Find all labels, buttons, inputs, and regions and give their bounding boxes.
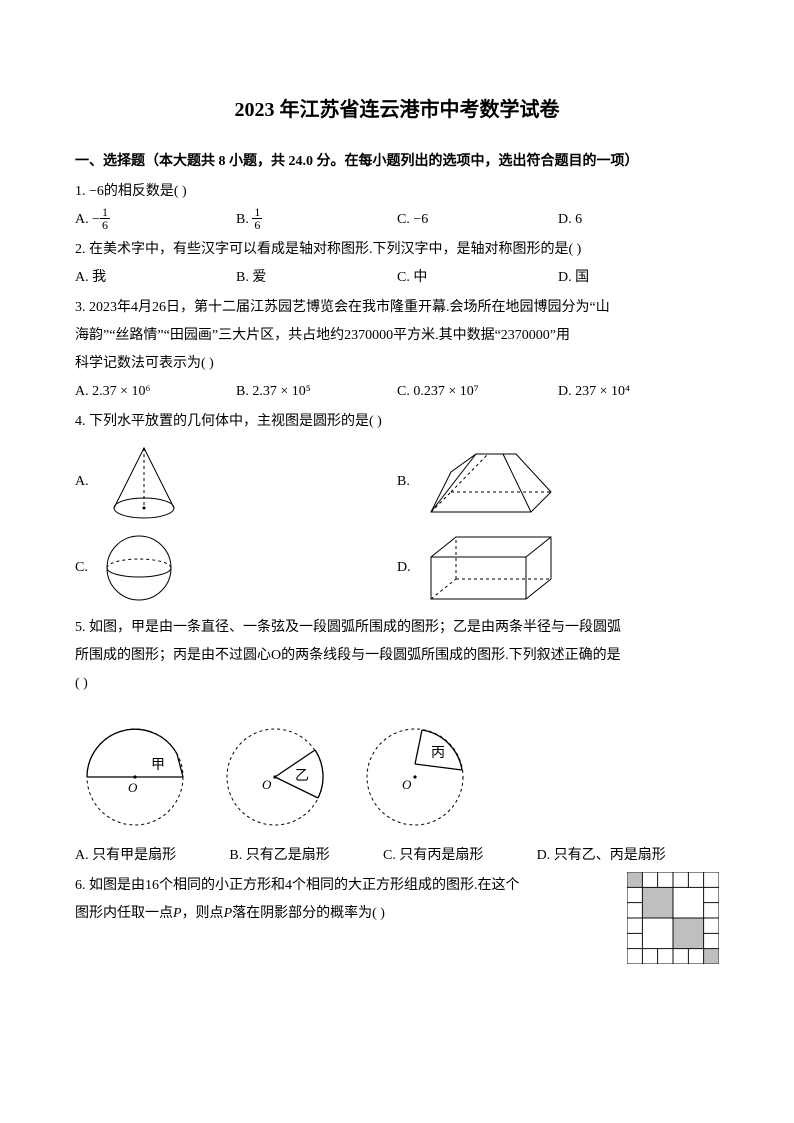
q1-options: A. −16 B. 16 C. −6 D. 6 <box>75 206 719 234</box>
q1-b-num: 1 <box>252 206 262 220</box>
cuboid-icon <box>421 529 561 607</box>
label-yi: 乙 <box>295 768 309 784</box>
circle-jia-icon: O 甲 <box>75 722 195 832</box>
q2-options: A. 我 B. 爱 C. 中 D. 国 <box>75 264 719 292</box>
q1-opt-a: A. −16 <box>75 206 236 234</box>
label-jia: 甲 <box>151 758 165 773</box>
q3-opt-a: A. 2.37 × 10⁶ <box>75 378 236 406</box>
q2-stem: 2. 在美术字中，有些汉字可以看成是轴对称图形.下列汉字中，是轴对称图形的是( … <box>75 236 719 264</box>
q5-line3: ( ) <box>75 670 719 698</box>
q3-line1: 3. 2023年4月26日，第十二届江苏园艺博览会在我市隆重开幕.会场所在地园博… <box>75 294 719 322</box>
sphere-icon <box>99 528 179 608</box>
question-3: 3. 2023年4月26日，第十二届江苏园艺博览会在我市隆重开幕.会场所在地园博… <box>75 294 719 406</box>
q1-a-num: 1 <box>100 206 110 220</box>
q4-opt-b-label: B. <box>397 468 421 496</box>
q5-opt-d: D. 只有乙、丙是扇形 <box>537 842 705 870</box>
question-4: 4. 下列水平放置的几何体中，主视图是圆形的是( ) A. B. <box>75 408 719 608</box>
q4-stem: 4. 下列水平放置的几何体中，主视图是圆形的是( ) <box>75 408 719 436</box>
q6-l2c: 落在阴影部分的概率为( ) <box>232 906 385 921</box>
q1-opt-c: C. −6 <box>397 206 558 234</box>
q3-line3: 科学记数法可表示为( ) <box>75 350 719 378</box>
circle-bing-icon: O 丙 <box>355 722 475 832</box>
question-2: 2. 在美术字中，有些汉字可以看成是轴对称图形.下列汉字中，是轴对称图形的是( … <box>75 236 719 292</box>
q1-b-label: B. <box>236 212 252 227</box>
q1-a-label: A. − <box>75 212 100 227</box>
q6-line2: 图形内任取一点P，则点P落在阴影部分的概率为( ) <box>75 900 615 928</box>
q3-line2: 海韵”“丝路情”“田园画”三大片区，共占地约2370000平方米.其中数据“23… <box>75 322 719 350</box>
q2-opt-d: D. 国 <box>558 264 719 292</box>
q5-opt-b: B. 只有乙是扇形 <box>229 842 369 870</box>
q6-l2p1: P <box>173 906 182 921</box>
question-6: 6. 如图是由16个相同的小正方形和4个相同的大正方形组成的图形.在这个 图形内… <box>75 872 719 964</box>
q1-stem: 1. −6的相反数是( ) <box>75 178 719 206</box>
q4-row2: C. D. <box>75 528 719 608</box>
q3-opt-c: C. 0.237 × 10⁷ <box>397 378 558 406</box>
label-o3: O <box>402 777 412 792</box>
q4-opt-c-label: C. <box>75 554 99 582</box>
q1-a-den: 6 <box>100 219 110 232</box>
q4-opt-d-label: D. <box>397 554 421 582</box>
label-bing: 丙 <box>431 746 445 761</box>
q5-line1: 5. 如图，甲是由一条直径、一条弦及一段圆弧所围成的图形；乙是由两条半径与一段圆… <box>75 614 719 642</box>
q6-l2p2: P <box>224 906 233 921</box>
q2-opt-a: A. 我 <box>75 264 236 292</box>
label-o2: O <box>262 777 272 792</box>
q5-opt-c: C. 只有丙是扇形 <box>383 842 523 870</box>
q4-row1: A. B. <box>75 442 719 522</box>
q3-opt-d: D. 237 × 10⁴ <box>558 378 719 406</box>
question-5: 5. 如图，甲是由一条直径、一条弦及一段圆弧所围成的图形；乙是由两条半径与一段圆… <box>75 614 719 870</box>
q5-options: A. 只有甲是扇形 B. 只有乙是扇形 C. 只有丙是扇形 D. 只有乙、丙是扇… <box>75 842 719 870</box>
q3-options: A. 2.37 × 10⁶ B. 2.37 × 10⁵ C. 0.237 × 1… <box>75 378 719 406</box>
label-o1: O <box>128 780 138 795</box>
q6-l2b: ，则点 <box>182 906 224 921</box>
section-heading: 一、选择题（本大题共 8 小题，共 24.0 分。在每小题列出的选项中，选出符合… <box>75 148 719 176</box>
frustum-icon <box>421 442 561 522</box>
q5-opt-a: A. 只有甲是扇形 <box>75 842 215 870</box>
page-title: 2023 年江苏省连云港市中考数学试卷 <box>75 90 719 130</box>
q2-opt-c: C. 中 <box>397 264 558 292</box>
q1-b-den: 6 <box>252 219 262 232</box>
q5-line2: 所围成的图形；丙是由不过圆心O的两条线段与一段圆弧所围成的图形.下列叙述正确的是 <box>75 642 719 670</box>
q1-opt-b: B. 16 <box>236 206 397 234</box>
question-1: 1. −6的相反数是( ) A. −16 B. 16 C. −6 D. 6 <box>75 178 719 234</box>
cone-icon <box>99 442 189 522</box>
q3-opt-b: B. 2.37 × 10⁵ <box>236 378 397 406</box>
q6-line1: 6. 如图是由16个相同的小正方形和4个相同的大正方形组成的图形.在这个 <box>75 872 615 900</box>
circle-yi-icon: O 乙 <box>215 722 335 832</box>
grid-figure-icon <box>627 872 719 964</box>
q1-opt-d: D. 6 <box>558 206 719 234</box>
q2-opt-b: B. 爱 <box>236 264 397 292</box>
q4-opt-a-label: A. <box>75 468 99 496</box>
q5-figures: O 甲 O 乙 O 丙 <box>75 722 719 832</box>
q6-l2a: 图形内任取一点 <box>75 906 173 921</box>
